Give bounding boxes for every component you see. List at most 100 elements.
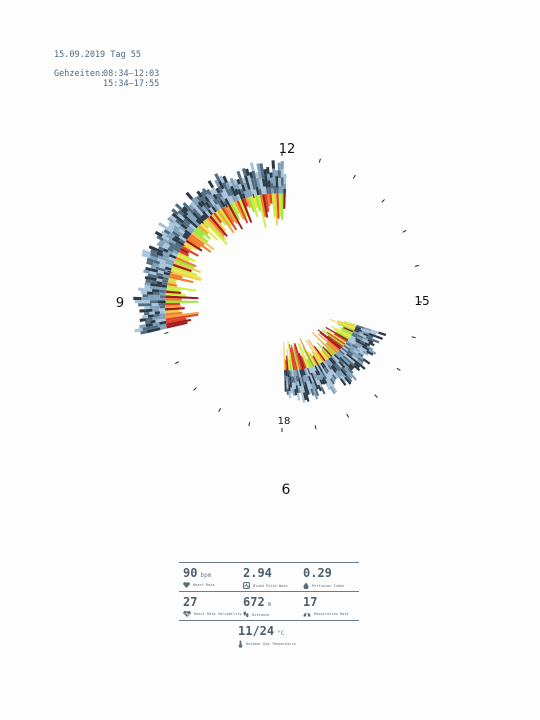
spiral-blue-bar — [158, 264, 166, 269]
spiral-blue-bar — [295, 385, 299, 394]
spiral-bars — [133, 160, 387, 404]
spiral-blue-bar — [306, 367, 311, 376]
hour-ticks — [162, 152, 422, 432]
spiral-blue-bar — [270, 177, 274, 184]
spiral-blue-bar — [168, 238, 177, 245]
spiral-blue-bar — [218, 192, 223, 198]
spiral-blue-bar — [167, 247, 174, 253]
spiral-blue-bar — [353, 330, 361, 336]
spiral-blue-bar — [178, 225, 186, 232]
spiral-blue-bar — [243, 190, 249, 199]
clock-label-6: 6 — [282, 482, 291, 498]
spiral-blue-bar — [145, 323, 153, 328]
spiral-blue-bar — [223, 200, 228, 207]
spiral-value-bar — [287, 340, 294, 371]
spiral-blue-bar — [153, 313, 160, 318]
spiral-blue-bar — [222, 188, 229, 197]
spiral-blue-bar — [162, 244, 169, 250]
temperature-value: 11/24 — [238, 624, 275, 638]
spiral-blue-bar — [195, 218, 202, 225]
spiral-blue-bar — [144, 306, 150, 310]
spiral-blue-bar — [139, 309, 146, 313]
spiral-blue-bar — [280, 177, 284, 186]
spiral-blue-bar — [238, 177, 244, 185]
spiral-blue-bar — [353, 343, 361, 349]
spiral-blue-bar — [232, 190, 237, 197]
spiral-value-bar — [326, 339, 340, 351]
spiral-blue-bar — [167, 224, 175, 231]
spiral-blue-bar — [318, 363, 325, 372]
spiral-blue-bar — [302, 392, 307, 401]
spiral-blue-bar — [243, 182, 248, 188]
spiral-value-bar — [266, 193, 271, 207]
spiral-blue-bar — [157, 275, 164, 280]
spiral-blue-bar — [275, 170, 279, 177]
spiral-blue-bar — [325, 378, 332, 387]
spiral-blue-bar — [212, 198, 219, 206]
spiral-blue-bar — [200, 199, 206, 207]
spiral-blue-bar — [353, 362, 361, 369]
spiral-value-bar — [171, 265, 198, 277]
spiral-blue-bar — [345, 342, 351, 347]
spiral-blue-bar — [219, 199, 226, 208]
spiral-blue-bar — [361, 345, 370, 351]
spiral-blue-bar — [138, 303, 145, 307]
spiral-blue-bar — [178, 228, 185, 235]
spiral-blue-bar — [142, 326, 151, 331]
spiral-blue-bar — [326, 373, 332, 380]
spiral-blue-bar — [150, 265, 157, 270]
spiral-blue-bar — [159, 313, 166, 317]
perfusion-cell: 0.29 Perfusion Index — [299, 563, 359, 591]
spiral-blue-bar — [353, 364, 361, 372]
spiral-blue-bar — [215, 203, 222, 210]
spiral-blue-bar — [208, 206, 216, 214]
spiral-value-bar — [223, 206, 235, 224]
spiral-blue-bar — [307, 387, 312, 394]
spiral-blue-bar — [164, 260, 174, 266]
spiral-blue-bar — [314, 373, 320, 381]
spiral-blue-bar — [329, 385, 336, 395]
spiral-blue-bar — [294, 388, 298, 396]
spiral-blue-bar — [310, 372, 315, 379]
spiral-blue-bar — [318, 374, 324, 381]
spiral-value-bar — [322, 346, 333, 358]
spiral-value-bar — [320, 350, 329, 360]
spiral-blue-bar — [173, 235, 181, 241]
spiral-blue-bar — [317, 384, 322, 392]
spiral-blue-bar — [356, 359, 364, 366]
spiral-value-bar — [259, 194, 267, 218]
spiral-value-bar — [179, 250, 190, 257]
spiral-blue-bar — [327, 358, 333, 366]
spiral-value-bar — [302, 346, 313, 367]
spiral-value-bar — [307, 351, 316, 366]
spiral-blue-bar — [218, 180, 225, 190]
hour-tick — [174, 361, 179, 365]
spiral-blue-bar — [192, 219, 200, 227]
spiral-blue-bar — [340, 375, 347, 383]
spiral-blue-bar — [146, 317, 153, 322]
spiral-blue-bar — [287, 377, 290, 385]
spiral-blue-bar — [349, 373, 358, 381]
spiral-blue-bar — [256, 163, 261, 172]
spiral-blue-bar — [218, 175, 225, 184]
spiral-blue-bar — [149, 300, 158, 304]
spiral-blue-bar — [162, 250, 170, 257]
spiral-blue-bar — [196, 211, 202, 218]
spiral-value-bar — [283, 193, 286, 209]
hour-tick — [218, 407, 222, 412]
spiral-blue-bar — [215, 187, 221, 194]
spiral-blue-bar — [315, 364, 321, 372]
spiral-blue-bar — [177, 217, 185, 224]
spiral-blue-bar — [340, 355, 347, 362]
spiral-blue-bar — [152, 274, 159, 279]
spiral-blue-bar — [158, 239, 166, 246]
spiral-blue-bar — [368, 332, 377, 338]
spiral-blue-bar — [172, 221, 181, 228]
spiral-blue-bar — [347, 339, 355, 345]
spiral-blue-bar — [308, 367, 312, 374]
spiral-blue-bar — [222, 175, 228, 184]
spiral-blue-bar — [152, 259, 161, 265]
spiral-blue-bar — [283, 188, 286, 194]
spiral-value-bar — [255, 195, 261, 212]
spiral-blue-bar — [291, 382, 295, 390]
